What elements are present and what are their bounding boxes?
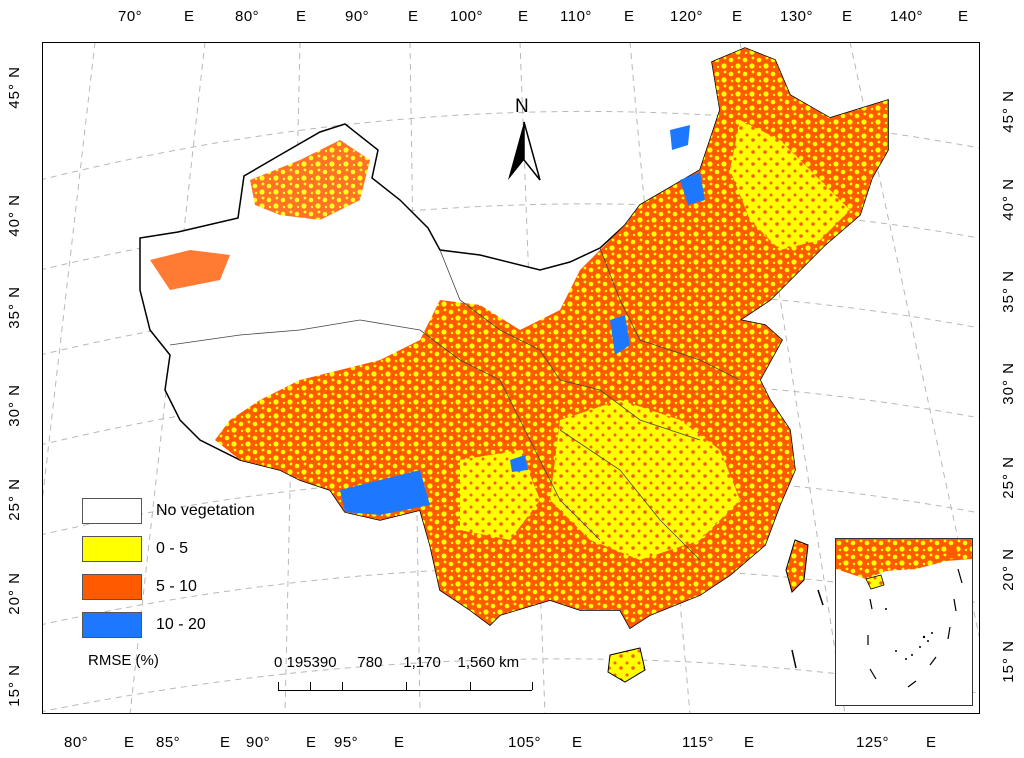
tick-label: 25° N — [6, 478, 23, 521]
tick-label: 80° — [64, 734, 89, 751]
legend-title: RMSE (%) — [88, 652, 159, 669]
legend-swatch — [82, 498, 142, 524]
tick-label: E — [220, 734, 231, 751]
tick-label: 45° N — [6, 66, 23, 109]
tick-label: 40° N — [6, 194, 23, 237]
north-arrow-icon — [508, 121, 541, 181]
tick-label: 115° — [682, 734, 714, 751]
tick-label: 35° N — [1000, 270, 1017, 313]
tick-label: 45° N — [1000, 90, 1017, 133]
legend: No vegetation 0 - 5 5 - 10 10 - 20 RMSE … — [82, 498, 322, 678]
tick-label: 15° N — [6, 664, 23, 707]
tick-label: 70° — [118, 8, 143, 25]
tick-label: 90° — [246, 734, 271, 751]
legend-item: 0 - 5 — [82, 536, 188, 562]
boundary-dash — [817, 589, 824, 606]
legend-label: 10 - 20 — [156, 616, 206, 633]
tick-label: E — [624, 8, 635, 25]
tick-label: E — [732, 8, 743, 25]
tick-label: E — [306, 734, 317, 751]
map-frame — [42, 42, 980, 714]
tick-label: 125° — [856, 734, 890, 751]
legend-swatch — [82, 612, 142, 638]
tick-label: 35° N — [6, 286, 23, 329]
tick-label: E — [572, 734, 583, 751]
tick-label: 30° N — [1000, 362, 1017, 405]
scale-bar-line — [278, 690, 532, 691]
hainan-island — [607, 647, 646, 683]
legend-item: No vegetation — [82, 498, 255, 524]
tick-label: 20° N — [1000, 548, 1017, 591]
tick-label: 90° — [345, 8, 370, 25]
tick-label: 30° N — [6, 384, 23, 427]
tick-label: 105° — [508, 734, 542, 751]
tick-label: E — [124, 734, 135, 751]
scale-bar-tick — [342, 682, 343, 690]
legend-item: 5 - 10 — [82, 574, 197, 600]
tick-label: 80° — [235, 8, 260, 25]
north-arrow-label: N — [515, 96, 529, 117]
tick-label: 15° N — [1000, 640, 1017, 683]
legend-item: 10 - 20 — [82, 612, 206, 638]
tick-label: E — [744, 734, 755, 751]
legend-swatch — [82, 574, 142, 600]
inset-map — [836, 539, 972, 688]
tick-label: E — [296, 8, 307, 25]
tick-label: E — [926, 734, 937, 751]
boundary-dash — [791, 649, 797, 669]
legend-label: 0 - 5 — [156, 540, 189, 557]
tick-label: 25° N — [1000, 456, 1017, 499]
tick-label: 20° N — [6, 572, 23, 615]
tick-label: 120° — [670, 8, 704, 25]
tick-label: E — [518, 8, 529, 25]
legend-label: 5 - 10 — [156, 578, 197, 595]
tick-label: E — [842, 8, 853, 25]
north-arrow: N — [502, 96, 546, 186]
south-china-sea-inset — [835, 538, 973, 706]
tick-label: E — [394, 734, 405, 751]
tick-label: 95° — [334, 734, 359, 751]
tick-label: 130° — [780, 8, 814, 25]
tick-label: E — [408, 8, 419, 25]
tick-label: E — [958, 8, 969, 25]
scale-bar-tick — [278, 682, 279, 690]
tick-label: 100° — [450, 8, 484, 25]
scale-bar-tick — [532, 682, 533, 690]
tick-label: 85° — [156, 734, 181, 751]
scale-bar-tick — [406, 682, 407, 690]
scale-bar-tick — [470, 682, 471, 690]
tick-label: 40° N — [1000, 178, 1017, 221]
taiwan-island — [785, 539, 809, 593]
china-landmass — [139, 47, 889, 630]
tick-label: 110° — [560, 8, 592, 25]
scale-bar-tick — [310, 682, 311, 690]
legend-swatch — [82, 536, 142, 562]
legend-label: No vegetation — [156, 502, 255, 519]
scale-bar-labels: 0 195390 780 1,170 1,560 km — [274, 654, 520, 671]
tick-label: 140° — [890, 8, 924, 25]
tick-label: E — [184, 8, 195, 25]
scale-bar: 0 195390 780 1,170 1,560 km — [274, 654, 544, 694]
